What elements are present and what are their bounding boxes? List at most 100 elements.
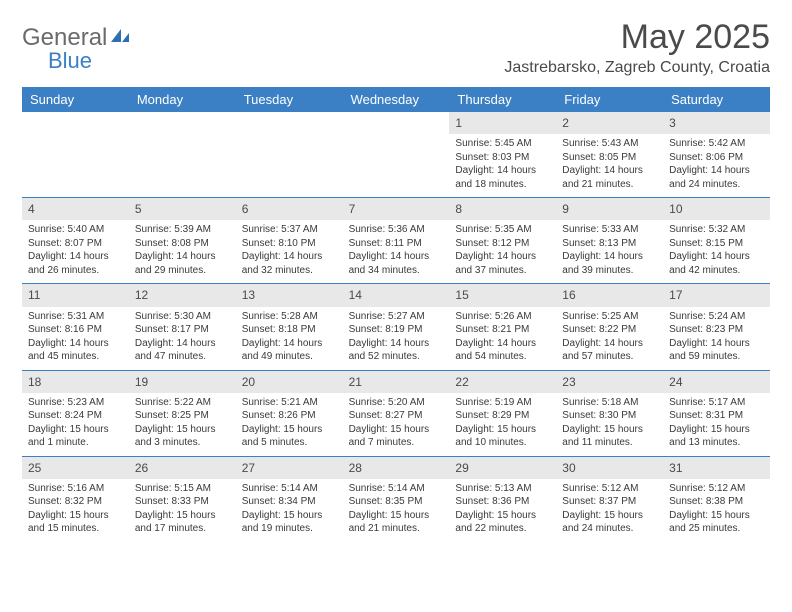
day-cell: 7Sunrise: 5:36 AMSunset: 8:11 PMDaylight… — [343, 198, 450, 283]
day-number: 24 — [663, 371, 770, 393]
sunrise-text: Sunrise: 5:12 AM — [562, 482, 657, 496]
sunrise-text: Sunrise: 5:16 AM — [28, 482, 123, 496]
sunset-text: Sunset: 8:11 PM — [349, 237, 444, 251]
day-header-cell: Thursday — [449, 87, 556, 112]
daylight-text: and 15 minutes. — [28, 522, 123, 536]
daylight-text: and 59 minutes. — [669, 350, 764, 364]
day-cell: 19Sunrise: 5:22 AMSunset: 8:25 PMDayligh… — [129, 371, 236, 456]
daylight-text: and 24 minutes. — [562, 522, 657, 536]
daylight-text: Daylight: 14 hours — [28, 250, 123, 264]
daylight-text: Daylight: 15 hours — [455, 423, 550, 437]
day-number: 2 — [556, 112, 663, 134]
sail-icon — [109, 24, 131, 52]
daylight-text: and 25 minutes. — [669, 522, 764, 536]
day-number: 22 — [449, 371, 556, 393]
sunset-text: Sunset: 8:33 PM — [135, 495, 230, 509]
sunrise-text: Sunrise: 5:35 AM — [455, 223, 550, 237]
sunrise-text: Sunrise: 5:32 AM — [669, 223, 764, 237]
day-cell: 3 Sunrise: 5:42 AMSunset: 8:06 PMDaylight… — [663, 112, 770, 197]
sunrise-text: Sunrise: 5:45 AM — [455, 137, 550, 151]
daylight-text: Daylight: 15 hours — [562, 423, 657, 437]
daylight-text: and 29 minutes. — [135, 264, 230, 278]
daylight-text: and 18 minutes. — [455, 178, 550, 192]
day-header-cell: Wednesday — [343, 87, 450, 112]
daylight-text: Daylight: 14 hours — [135, 250, 230, 264]
sunrise-text: Sunrise: 5:42 AM — [669, 137, 764, 151]
logo: GeneralBlue — [22, 18, 131, 74]
day-cell: 31Sunrise: 5:12 AMSunset: 8:38 PMDayligh… — [663, 457, 770, 542]
sunrise-text: Sunrise: 5:15 AM — [135, 482, 230, 496]
sunset-text: Sunset: 8:12 PM — [455, 237, 550, 251]
sunrise-text: Sunrise: 5:17 AM — [669, 396, 764, 410]
daylight-text: Daylight: 15 hours — [135, 509, 230, 523]
calendar: SundayMondayTuesdayWednesdayThursdayFrid… — [22, 87, 770, 542]
day-number: 10 — [663, 198, 770, 220]
day-cell: 21Sunrise: 5:20 AMSunset: 8:27 PMDayligh… — [343, 371, 450, 456]
day-number: 31 — [663, 457, 770, 479]
sunrise-text: Sunrise: 5:14 AM — [349, 482, 444, 496]
daylight-text: Daylight: 15 hours — [349, 423, 444, 437]
day-cell: 1Sunrise: 5:45 AMSunset: 8:03 PMDaylight… — [449, 112, 556, 197]
daylight-text: Daylight: 14 hours — [349, 250, 444, 264]
daylight-text: and 7 minutes. — [349, 436, 444, 450]
day-cell: 25Sunrise: 5:16 AMSunset: 8:32 PMDayligh… — [22, 457, 129, 542]
daylight-text: and 21 minutes. — [562, 178, 657, 192]
sunrise-text: Sunrise: 5:28 AM — [242, 310, 337, 324]
sunrise-text: Sunrise: 5:25 AM — [562, 310, 657, 324]
sunset-text: Sunset: 8:19 PM — [349, 323, 444, 337]
day-cell: 23Sunrise: 5:18 AMSunset: 8:30 PMDayligh… — [556, 371, 663, 456]
sunset-text: Sunset: 8:32 PM — [28, 495, 123, 509]
day-cell: 8Sunrise: 5:35 AMSunset: 8:12 PMDaylight… — [449, 198, 556, 283]
sunrise-text: Sunrise: 5:33 AM — [562, 223, 657, 237]
day-number: 12 — [129, 284, 236, 306]
sunset-text: Sunset: 8:13 PM — [562, 237, 657, 251]
sunset-text: Sunset: 8:27 PM — [349, 409, 444, 423]
day-number: 19 — [129, 371, 236, 393]
day-header-cell: Sunday — [22, 87, 129, 112]
header: GeneralBlue May 2025 Jastrebarsko, Zagre… — [22, 18, 770, 77]
daylight-text: and 1 minute. — [28, 436, 123, 450]
week-row: 25Sunrise: 5:16 AMSunset: 8:32 PMDayligh… — [22, 457, 770, 542]
daylight-text: Daylight: 14 hours — [562, 337, 657, 351]
sunrise-text: Sunrise: 5:27 AM — [349, 310, 444, 324]
week-row: 4Sunrise: 5:40 AMSunset: 8:07 PMDaylight… — [22, 198, 770, 284]
day-number: 29 — [449, 457, 556, 479]
day-number: 7 — [343, 198, 450, 220]
daylight-text: Daylight: 14 hours — [562, 164, 657, 178]
daylight-text: Daylight: 15 hours — [349, 509, 444, 523]
sunset-text: Sunset: 8:21 PM — [455, 323, 550, 337]
day-number: 18 — [22, 371, 129, 393]
location-label: Jastrebarsko, Zagreb County, Croatia — [504, 59, 770, 77]
title-block: May 2025 Jastrebarsko, Zagreb County, Cr… — [504, 18, 770, 77]
sunset-text: Sunset: 8:38 PM — [669, 495, 764, 509]
day-cell: 24Sunrise: 5:17 AMSunset: 8:31 PMDayligh… — [663, 371, 770, 456]
day-number: 27 — [236, 457, 343, 479]
daylight-text: and 54 minutes. — [455, 350, 550, 364]
day-cell: . — [236, 112, 343, 197]
sunrise-text: Sunrise: 5:12 AM — [669, 482, 764, 496]
daylight-text: and 10 minutes. — [455, 436, 550, 450]
sunset-text: Sunset: 8:24 PM — [28, 409, 123, 423]
daylight-text: and 49 minutes. — [242, 350, 337, 364]
sunrise-text: Sunrise: 5:13 AM — [455, 482, 550, 496]
daylight-text: Daylight: 14 hours — [242, 337, 337, 351]
day-cell: 27Sunrise: 5:14 AMSunset: 8:34 PMDayligh… — [236, 457, 343, 542]
sunrise-text: Sunrise: 5:30 AM — [135, 310, 230, 324]
daylight-text: Daylight: 14 hours — [349, 337, 444, 351]
sunset-text: Sunset: 8:06 PM — [669, 151, 764, 165]
day-number: 3 — [663, 112, 770, 134]
day-number: 9 — [556, 198, 663, 220]
daylight-text: and 11 minutes. — [562, 436, 657, 450]
daylight-text: Daylight: 14 hours — [669, 164, 764, 178]
day-number: 30 — [556, 457, 663, 479]
day-number: 16 — [556, 284, 663, 306]
daylight-text: Daylight: 14 hours — [669, 250, 764, 264]
daylight-text: and 32 minutes. — [242, 264, 337, 278]
sunrise-text: Sunrise: 5:20 AM — [349, 396, 444, 410]
daylight-text: and 19 minutes. — [242, 522, 337, 536]
day-cell: 4Sunrise: 5:40 AMSunset: 8:07 PMDaylight… — [22, 198, 129, 283]
day-number: 6 — [236, 198, 343, 220]
sunset-text: Sunset: 8:23 PM — [669, 323, 764, 337]
sunset-text: Sunset: 8:15 PM — [669, 237, 764, 251]
sunset-text: Sunset: 8:29 PM — [455, 409, 550, 423]
